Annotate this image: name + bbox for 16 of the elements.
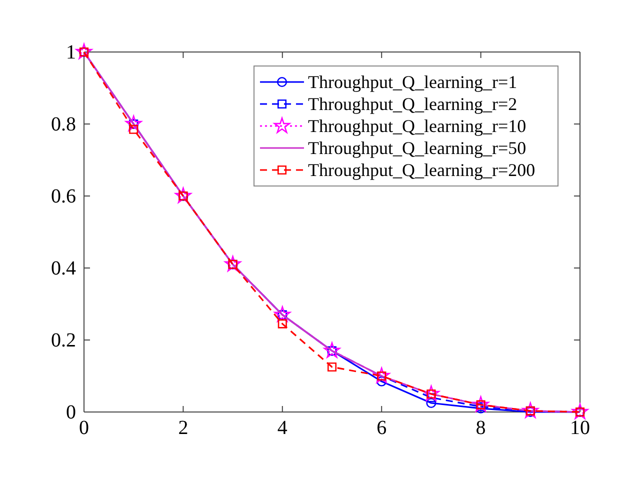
x-tick-label: 8	[476, 417, 486, 440]
legend-label: Throughput_Q_learning_r=2	[308, 94, 518, 114]
y-tick-label: 0.4	[51, 257, 76, 280]
y-tick-label: 1	[66, 41, 76, 64]
legend-label: Throughput_Q_learning_r=50	[308, 138, 526, 158]
y-tick-label: 0.8	[51, 113, 76, 136]
legend-label: Throughput_Q_learning_r=200	[308, 160, 536, 180]
x-tick-label: 10	[570, 417, 590, 440]
y-tick-label: 0.2	[51, 329, 76, 352]
y-tick-label: 0.6	[51, 185, 76, 208]
x-tick-label: 2	[178, 417, 188, 440]
y-tick-label: 0	[66, 401, 76, 424]
x-tick-label: 4	[277, 417, 288, 440]
legend-label: Throughput_Q_learning_r=1	[308, 72, 518, 92]
x-tick-label: 6	[376, 417, 387, 440]
legend-label: Throughput_Q_learning_r=10	[308, 116, 526, 136]
